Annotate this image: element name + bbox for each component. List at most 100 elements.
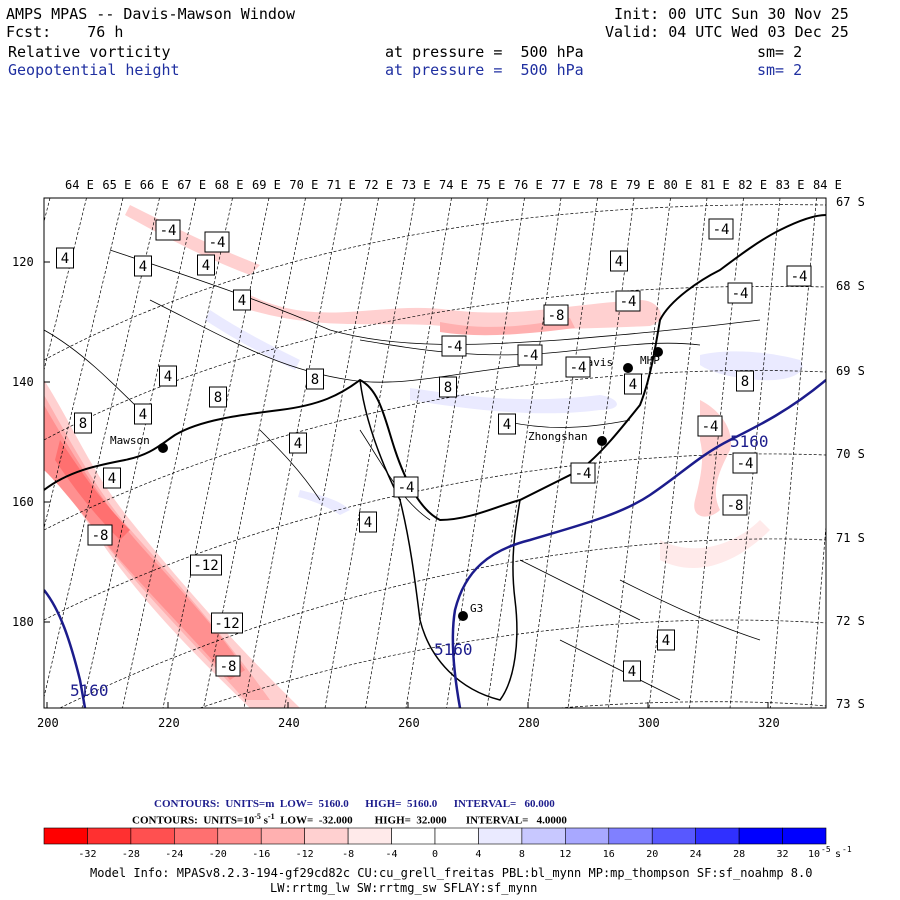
svg-text:4: 4 bbox=[108, 471, 116, 487]
vorticity-contour-labels: -4 -4 4 4 4 4 8 4 8 4 -8 -12 -4 -4 -12 -8 8 4 4 4 -4 -8 -4 8 -4 4… bbox=[56, 218, 812, 682]
x-tick-label: 220 bbox=[158, 716, 180, 730]
svg-text:-1: -1 bbox=[842, 845, 852, 854]
svg-text:-4: -4 bbox=[446, 339, 463, 355]
vorticity-label: 8 bbox=[74, 412, 92, 434]
vorticity-label: -4 bbox=[786, 265, 812, 287]
lon-label: 84 E bbox=[813, 178, 842, 192]
field2-name: Geopotential height bbox=[8, 61, 180, 79]
svg-text:-4: -4 bbox=[398, 480, 415, 496]
height-contour-label: 5160 bbox=[70, 681, 109, 700]
lon-label: 68 E bbox=[215, 178, 244, 192]
svg-text:8: 8 bbox=[79, 416, 87, 432]
colorbar-tick: 0 bbox=[432, 849, 438, 860]
vorticity-label: 4 bbox=[289, 432, 307, 454]
valid-time: Valid: 04 UTC Wed 03 Dec 25 bbox=[605, 23, 849, 41]
colorbar-unit: 10 bbox=[808, 849, 820, 860]
colorbar-tick: 24 bbox=[690, 849, 702, 860]
vorticity-label: 4 bbox=[134, 255, 152, 277]
lat-label: 71 S bbox=[836, 531, 865, 545]
x-tick-label: 240 bbox=[278, 716, 300, 730]
svg-text:-4: -4 bbox=[160, 223, 177, 239]
colorbar-segment bbox=[782, 827, 827, 845]
x-tick-label: 320 bbox=[758, 716, 780, 730]
vorticity-label: 4 bbox=[657, 629, 675, 651]
init-time: Init: 00 UTC Sun 30 Nov 25 bbox=[614, 5, 849, 23]
lat-label: 68 S bbox=[836, 279, 865, 293]
vorticity-label: 4 bbox=[233, 289, 251, 311]
vorticity-label: 4 bbox=[498, 413, 516, 435]
y-tick-label: 160 bbox=[12, 495, 34, 509]
map-plot: 64 E 65 E 66 E 67 E 68 E 69 E 70 E 71 E 72 E 73 E… bbox=[12, 178, 865, 730]
svg-text:-8: -8 bbox=[548, 308, 565, 324]
svg-text:4: 4 bbox=[139, 259, 147, 275]
height-contour-info: CONTOURS: UNITS=m LOW= 5160.0 HIGH= 5160… bbox=[154, 798, 555, 810]
y-axis-ticks: 120 140 160 180 bbox=[12, 255, 50, 629]
colorbar-segment bbox=[43, 827, 88, 845]
colorbar-segment bbox=[738, 827, 783, 845]
svg-text:-4: -4 bbox=[522, 348, 539, 364]
longitude-labels: 64 E 65 E 66 E 67 E 68 E 69 E 70 E 71 E 72 E 73 E… bbox=[65, 178, 842, 192]
station-davis bbox=[623, 363, 633, 373]
svg-text:4: 4 bbox=[364, 515, 372, 531]
vorticity-label: -4 bbox=[393, 476, 419, 498]
colorbar-tick: -28 bbox=[122, 849, 140, 860]
lon-label: 66 E bbox=[140, 178, 169, 192]
lon-label: 73 E bbox=[402, 178, 431, 192]
latitude-labels: 67 S 68 S 69 S 70 S 71 S 72 S 73 S bbox=[836, 195, 865, 711]
colorbar-segment bbox=[695, 827, 740, 845]
vorticity-label: -4 bbox=[517, 344, 543, 366]
station-label: Mawson bbox=[110, 434, 150, 447]
y-tick-label: 140 bbox=[12, 375, 34, 389]
vorticity-label: -4 bbox=[708, 218, 734, 240]
lon-label: 74 E bbox=[439, 178, 468, 192]
svg-text:-4: -4 bbox=[713, 222, 730, 238]
colorbar-segment bbox=[260, 827, 305, 845]
lon-label: 69 E bbox=[252, 178, 281, 192]
vorticity-label: 4 bbox=[610, 250, 628, 272]
lon-label: 70 E bbox=[289, 178, 318, 192]
vorticity-label: -4 bbox=[155, 219, 181, 241]
svg-text:-4: -4 bbox=[732, 286, 749, 302]
svg-text:4: 4 bbox=[202, 258, 210, 274]
colorbar-tick: -24 bbox=[165, 849, 183, 860]
svg-text:-12: -12 bbox=[193, 558, 218, 574]
lon-label: 83 E bbox=[776, 178, 805, 192]
lon-label: 64 E bbox=[65, 178, 94, 192]
colorbar-segment bbox=[174, 827, 219, 845]
vorticity-label: -4 bbox=[697, 415, 723, 437]
vorticity-label: -4 bbox=[570, 462, 596, 484]
svg-text:4: 4 bbox=[294, 436, 302, 452]
station-label: Zhongshan bbox=[528, 430, 588, 443]
colorbar-segment bbox=[651, 827, 696, 845]
model-info: Model Info: MPASv8.2.3-194-gf29cd82c CU:… bbox=[90, 866, 813, 880]
svg-text:-8: -8 bbox=[220, 659, 237, 675]
vorticity-label: -4 bbox=[727, 282, 753, 304]
lon-label: 71 E bbox=[327, 178, 356, 192]
lon-label: 76 E bbox=[514, 178, 543, 192]
colorbar: -32 -28 -24 -20 -16 -12 -8 -4 0 4 8 12 16 20 24 28 32 10-… bbox=[43, 827, 852, 860]
svg-text:-4: -4 bbox=[702, 419, 719, 435]
station-mhp bbox=[653, 347, 663, 357]
station-zhongshan bbox=[597, 436, 607, 446]
colorbar-tick: -8 bbox=[342, 849, 354, 860]
lon-label: 75 E bbox=[476, 178, 505, 192]
vorticity-label: 4 bbox=[159, 365, 177, 387]
lon-label: 79 E bbox=[626, 178, 655, 192]
vorticity-label: 4 bbox=[624, 373, 642, 395]
vorticity-label: -12 bbox=[190, 554, 222, 576]
field1-name: Relative vorticity bbox=[8, 43, 171, 61]
colorbar-segment bbox=[391, 827, 436, 845]
plot-title: AMPS MPAS -- Davis-Mawson Window bbox=[6, 5, 295, 23]
colorbar-tick: -4 bbox=[386, 849, 398, 860]
vorticity-label: -8 bbox=[87, 524, 113, 546]
station-label: G3 bbox=[470, 602, 483, 615]
colorbar-tick: -16 bbox=[252, 849, 270, 860]
colorbar-tick: 8 bbox=[519, 849, 525, 860]
lon-label: 72 E bbox=[364, 178, 393, 192]
svg-text:-12: -12 bbox=[214, 616, 239, 632]
lat-label: 67 S bbox=[836, 195, 865, 209]
svg-text:4: 4 bbox=[628, 664, 636, 680]
y-tick-label: 180 bbox=[12, 615, 34, 629]
model-info-2: LW:rrtmg_lw SW:rrtmg_sw SFLAY:sf_mynn bbox=[270, 881, 538, 895]
